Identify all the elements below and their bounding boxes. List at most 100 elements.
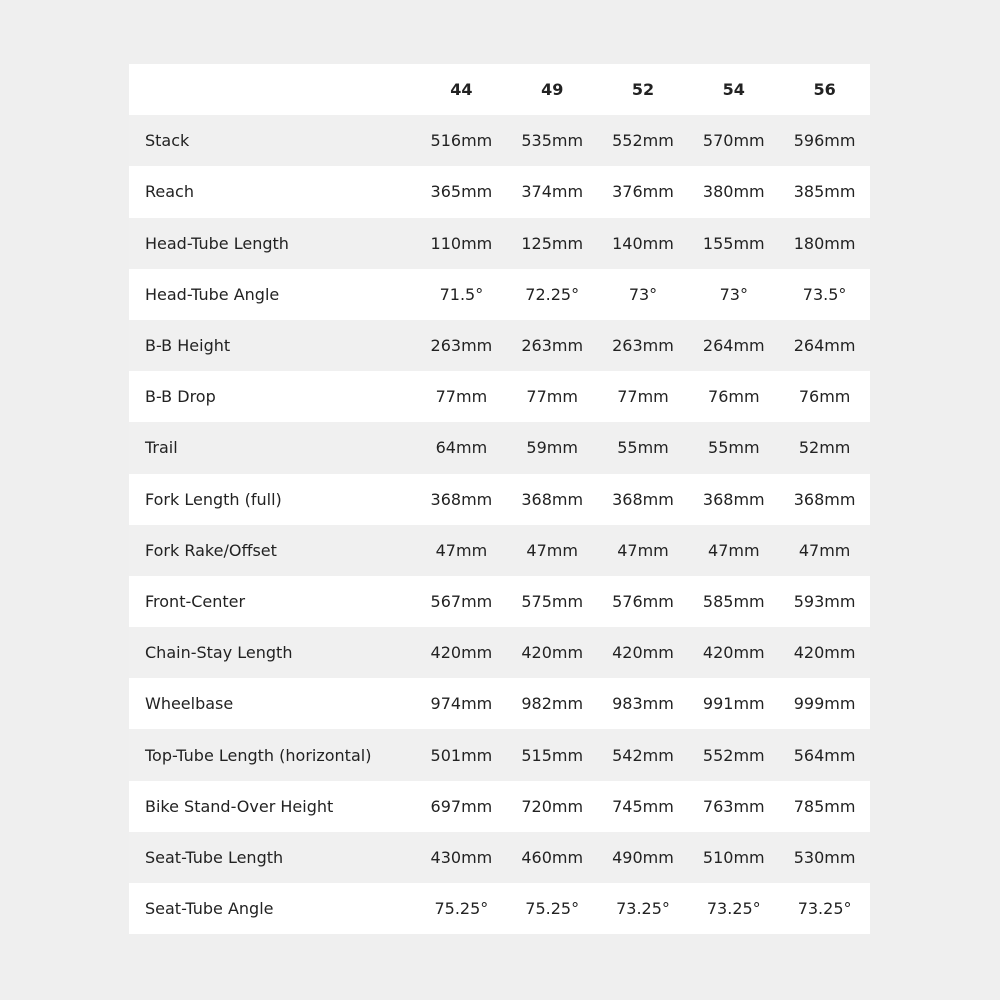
- cell-value: 77mm: [526, 387, 578, 407]
- cell-value: 180mm: [793, 233, 856, 253]
- table-row: Head-Tube Length 110mm 125mm 140mm 155mm 180m…: [129, 217, 870, 269]
- row-label: Top-Tube Length (horizontal): [145, 745, 372, 765]
- cell-value: 47mm: [435, 540, 488, 560]
- table-row: Chain-Stay Length 420mm 420mm 420mm 420mm 420…: [129, 627, 870, 679]
- cell-value: 570mm: [702, 131, 765, 151]
- column-header: 49: [541, 80, 564, 100]
- cell-value: 567mm: [430, 591, 493, 611]
- cell-value: 71.5°: [439, 284, 484, 304]
- cell-value: 420mm: [430, 643, 493, 663]
- cell-value: 47mm: [617, 540, 669, 560]
- row-label: Bike Stand-Over Height: [145, 796, 334, 816]
- cell-value: 75.25°: [525, 899, 580, 919]
- cell-value: 365mm: [430, 182, 493, 202]
- row-label: Trail: [145, 438, 178, 458]
- cell-value: 140mm: [612, 233, 674, 253]
- column-header: 56: [813, 80, 836, 100]
- cell-value: 515mm: [521, 745, 584, 765]
- cell-value: 510mm: [702, 847, 765, 867]
- table-row: B-B Drop 77mm 77mm 77mm 76mm 76mm: [129, 371, 870, 423]
- cell-value: 535mm: [521, 131, 584, 151]
- table-body: Stack 516mm 535mm 552mm 570mm 596mm Reach 365mm…: [129, 115, 870, 935]
- cell-value: 376mm: [612, 182, 674, 202]
- cell-value: 999mm: [793, 694, 856, 714]
- cell-value: 585mm: [702, 591, 765, 611]
- cell-value: 490mm: [612, 847, 674, 867]
- cell-value: 983mm: [612, 694, 674, 714]
- column-header: 52: [631, 80, 655, 100]
- geometry-table: 44 49 52 54 56 Stack 516mm 535mm 552mm 570mm 596m…: [129, 64, 870, 935]
- row-label: Stack: [145, 131, 190, 151]
- cell-value: 77mm: [435, 387, 488, 407]
- cell-value: 155mm: [702, 233, 765, 253]
- cell-value: 974mm: [430, 694, 493, 714]
- table-row: Seat-Tube Length 430mm 460mm 490mm 510mm 530m…: [129, 831, 870, 883]
- cell-value: 593mm: [793, 591, 856, 611]
- cell-value: 47mm: [526, 540, 578, 560]
- row-label: B-B Height: [145, 336, 231, 356]
- cell-value: 380mm: [702, 182, 765, 202]
- cell-value: 73°: [628, 284, 658, 304]
- cell-value: 368mm: [521, 489, 584, 509]
- corner-cell: [129, 64, 416, 115]
- row-label: Fork Rake/Offset: [145, 540, 277, 560]
- cell-value: 368mm: [793, 489, 856, 509]
- cell-value: 420mm: [612, 643, 674, 663]
- cell-value: 420mm: [793, 643, 856, 663]
- cell-value: 64mm: [435, 438, 488, 458]
- cell-value: 368mm: [430, 489, 493, 509]
- cell-value: 73.25°: [706, 899, 761, 919]
- cell-value: 420mm: [702, 643, 765, 663]
- cell-value: 59mm: [526, 438, 578, 458]
- cell-value: 75.25°: [434, 899, 489, 919]
- cell-value: 552mm: [702, 745, 765, 765]
- row-label: Wheelbase: [145, 694, 234, 714]
- cell-value: 73.25°: [616, 899, 670, 919]
- cell-value: 263mm: [612, 336, 674, 356]
- cell-value: 576mm: [612, 591, 674, 611]
- row-label: B-B Drop: [145, 387, 216, 407]
- cell-value: 542mm: [612, 745, 674, 765]
- table-row: Seat-Tube Angle 75.25° 75.25° 73.25° 73.25° 7…: [129, 883, 870, 935]
- cell-value: 982mm: [521, 694, 584, 714]
- cell-value: 52mm: [798, 438, 851, 458]
- cell-value: 110mm: [430, 233, 493, 253]
- table-row: Bike Stand-Over Height 697mm 720mm 745mm 763…: [129, 780, 870, 832]
- cell-value: 47mm: [798, 540, 851, 560]
- row-label: Fork Length (full): [145, 489, 282, 509]
- column-header: 44: [450, 80, 473, 100]
- cell-value: 763mm: [702, 796, 765, 816]
- cell-value: 516mm: [430, 131, 493, 151]
- table-row: Top-Tube Length (horizontal) 501mm 515mm 54…: [129, 729, 870, 781]
- header-row: 44 49 52 54 56: [129, 64, 870, 116]
- cell-value: 264mm: [793, 336, 856, 356]
- row-label: Front-Center: [145, 591, 246, 611]
- cell-value: 76mm: [708, 387, 760, 407]
- cell-value: 575mm: [521, 591, 584, 611]
- table-row: Fork Length (full) 368mm 368mm 368mm 368mm 36…: [129, 473, 870, 525]
- cell-value: 720mm: [521, 796, 584, 816]
- cell-value: 530mm: [793, 847, 856, 867]
- table-row: Stack 516mm 535mm 552mm 570mm 596mm: [129, 115, 870, 167]
- cell-value: 264mm: [702, 336, 765, 356]
- table-row: Reach 365mm 374mm 376mm 380mm 385mm: [129, 166, 870, 218]
- cell-value: 55mm: [708, 438, 760, 458]
- column-header: 54: [722, 80, 745, 100]
- cell-value: 430mm: [430, 847, 493, 867]
- cell-value: 460mm: [521, 847, 584, 867]
- row-label: Seat-Tube Length: [145, 847, 284, 867]
- cell-value: 73°: [719, 284, 748, 304]
- cell-value: 125mm: [521, 233, 584, 253]
- cell-value: 991mm: [702, 694, 765, 714]
- cell-value: 73.5°: [802, 284, 847, 304]
- cell-value: 263mm: [430, 336, 493, 356]
- cell-value: 745mm: [612, 796, 674, 816]
- cell-value: 73.25°: [797, 899, 852, 919]
- cell-value: 55mm: [617, 438, 669, 458]
- cell-value: 77mm: [617, 387, 669, 407]
- row-label: Head-Tube Angle: [145, 284, 280, 304]
- row-label: Chain-Stay Length: [145, 643, 293, 663]
- cell-value: 368mm: [612, 489, 674, 509]
- cell-value: 76mm: [798, 387, 851, 407]
- table-row: Fork Rake/Offset 47mm 47mm 47mm 47mm 47mm: [129, 524, 870, 576]
